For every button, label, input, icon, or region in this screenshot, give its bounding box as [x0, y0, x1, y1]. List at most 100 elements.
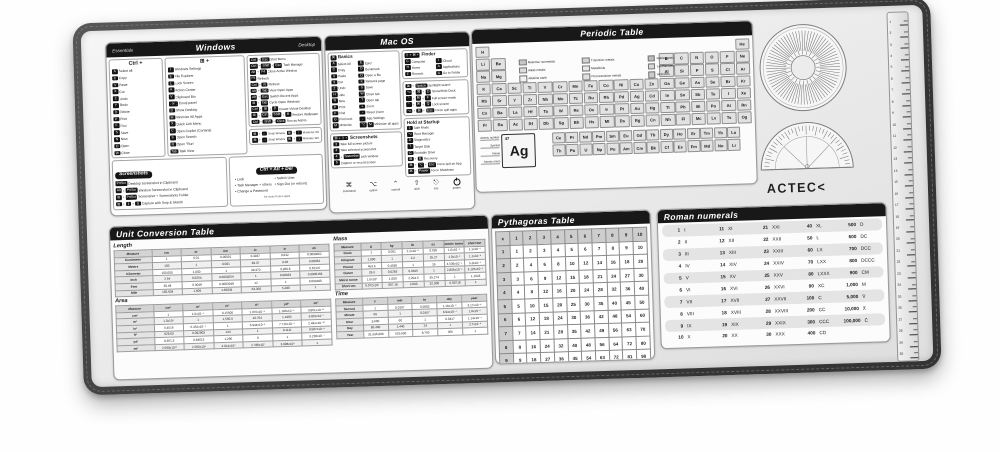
- shortcut-label: Redo: [119, 103, 128, 108]
- cell: 80: [636, 335, 651, 350]
- arabic-number: 19: [721, 321, 728, 327]
- cell: 100: [637, 363, 652, 365]
- key-badge: -: [359, 110, 366, 115]
- mac-symbol-option: ⌥ option: [369, 181, 377, 193]
- roman-pair: 40 XL: [794, 223, 838, 229]
- roman-pair: 2 II: [662, 239, 706, 245]
- mac-screenshot-keys: ⌘ + ⇧ +: [333, 135, 349, 141]
- element-cell: Fr: [477, 119, 493, 132]
- element-cell: Na: [476, 70, 491, 83]
- roman-pair: 50 L: [794, 235, 838, 241]
- cell: 365: [437, 328, 463, 336]
- key-badge: Alt: [115, 188, 123, 194]
- shortcut-label: Diagnostics: [413, 137, 431, 143]
- shortcut-row: F Recents: [405, 70, 434, 77]
- key-badge: A: [330, 61, 337, 67]
- key-badge: Ctrl: [249, 63, 258, 69]
- legend-item: Reactive nonmetals: [518, 58, 576, 66]
- roman-pair: 20 XX: [709, 333, 753, 339]
- key-badge: Ctrl: [250, 82, 259, 88]
- roman-numeral: C̄: [864, 317, 869, 323]
- cell: 16: [526, 339, 541, 354]
- cell: 7: [498, 326, 513, 341]
- key-badge: G: [436, 70, 442, 76]
- roman-pair: 15 XV: [708, 273, 752, 279]
- shortcut-label: Snap Window Left: [268, 131, 285, 136]
- cell: mi²: [117, 344, 155, 353]
- ruler-number: 11: [892, 134, 897, 139]
- cell: 4: [523, 257, 539, 272]
- shortcut-label: Cut: [338, 80, 344, 85]
- mac-symbols: ⌘ command ⌥ option ⌃ control ⇧ shift ⎋ esc power: [329, 177, 473, 196]
- element-cell: Sn: [675, 88, 691, 101]
- key-badge: +: [359, 104, 366, 109]
- cell: 1: [509, 231, 524, 246]
- element-cell: Ac: [508, 118, 523, 131]
- key-badge: F: [332, 111, 339, 116]
- esc-icon: ⎋: [433, 178, 439, 186]
- cell: 10: [632, 227, 647, 242]
- legend-swatch: [581, 57, 590, 64]
- legend-label: Transition metals: [590, 57, 615, 63]
- key-badge: ⌘: [408, 169, 415, 174]
- key-badge: W: [114, 150, 121, 156]
- cell: 3: [537, 243, 552, 258]
- legend-item: Noble gases: [647, 54, 694, 62]
- arabic-number: 1: [677, 228, 681, 234]
- arabic-number: 10: [678, 334, 684, 341]
- arabic-number: 40: [806, 223, 813, 230]
- roman-pair: 14 XIV: [707, 261, 751, 268]
- element-cell: Pd: [614, 90, 629, 103]
- shortcut-row: Ctrl + Shift + Click Run as Admin: [251, 118, 307, 125]
- shortcut-label: Save: [120, 130, 129, 135]
- mac-symbol-control: ⌃ control: [391, 180, 400, 192]
- arabic-number: 1,000: [846, 281, 859, 288]
- cell: 36: [580, 310, 595, 325]
- command-icon: ⌘: [345, 181, 353, 189]
- shortcut-label: Refresh: [257, 76, 269, 81]
- roman-pair: 800 DCCC: [839, 257, 883, 264]
- cell: 4: [550, 229, 565, 244]
- shortcut-label: Spotlight search: [427, 82, 451, 88]
- cell: 2,000: [403, 280, 425, 288]
- cell: 63: [622, 322, 637, 337]
- ctrl-list: A Select all C Copy V Paste X Cut Z Undo Y Redo D Del…: [111, 67, 163, 157]
- cell: 27: [540, 352, 555, 365]
- roman-pair: 13 XIII: [707, 250, 751, 256]
- key-badge: ⌥: [360, 122, 367, 128]
- shortcut-label: Open tab: [366, 97, 380, 103]
- element-cell: Pb: [675, 101, 691, 113]
- cell: 35: [567, 324, 582, 339]
- cell: 28: [593, 282, 608, 297]
- roman-numeral: XIX: [731, 321, 739, 327]
- element-cell: Pa: [565, 144, 579, 156]
- startup-list: ⇧ Safe Mode ⌥ Boot Manager D Diagnostics T Targ…: [406, 123, 469, 174]
- key-badge: Shift: [272, 112, 282, 118]
- desktop-column: Ctrl + Esc Start Menu Ctrl + Shift + Esc Task Man…: [246, 52, 323, 155]
- key-badge: D: [113, 110, 120, 115]
- element-cell: Mo: [553, 92, 568, 105]
- cell: 6: [577, 228, 593, 243]
- arabic-number: 700: [848, 246, 857, 252]
- element-cell: Eu: [619, 129, 633, 142]
- element-cell: No: [714, 139, 728, 152]
- ruler-mark: 21: [895, 244, 915, 256]
- key-badge: M: [332, 123, 339, 129]
- roman-title: Roman numerals: [663, 209, 739, 222]
- cell: 1: [496, 245, 511, 260]
- element-cell: O: [704, 51, 720, 64]
- key-badge: Y: [112, 103, 119, 109]
- element-cell: Cl: [720, 63, 736, 75]
- ruler-number: 20: [895, 237, 900, 242]
- roman-pair: 80 LXXX: [796, 271, 840, 277]
- element-cell: Mn: [567, 80, 583, 92]
- key-badge: Z: [331, 86, 338, 92]
- area-table-grid: Measure cm² m² in² ft² yd² mi² cm² 1 1.0x10⁻⁴ 0.15…: [115, 298, 333, 353]
- ruler-mark: 27: [897, 312, 917, 324]
- legend-label: Alkaline earth: [528, 76, 548, 81]
- key-badge: A: [168, 87, 175, 93]
- element-cell: Ce: [552, 131, 566, 144]
- ruler-mark: 10: [891, 117, 911, 129]
- shortcut-row: ⊞ + ↓ Minimize Window: [286, 136, 320, 142]
- shortcut-label: Safe Mode: [413, 125, 430, 130]
